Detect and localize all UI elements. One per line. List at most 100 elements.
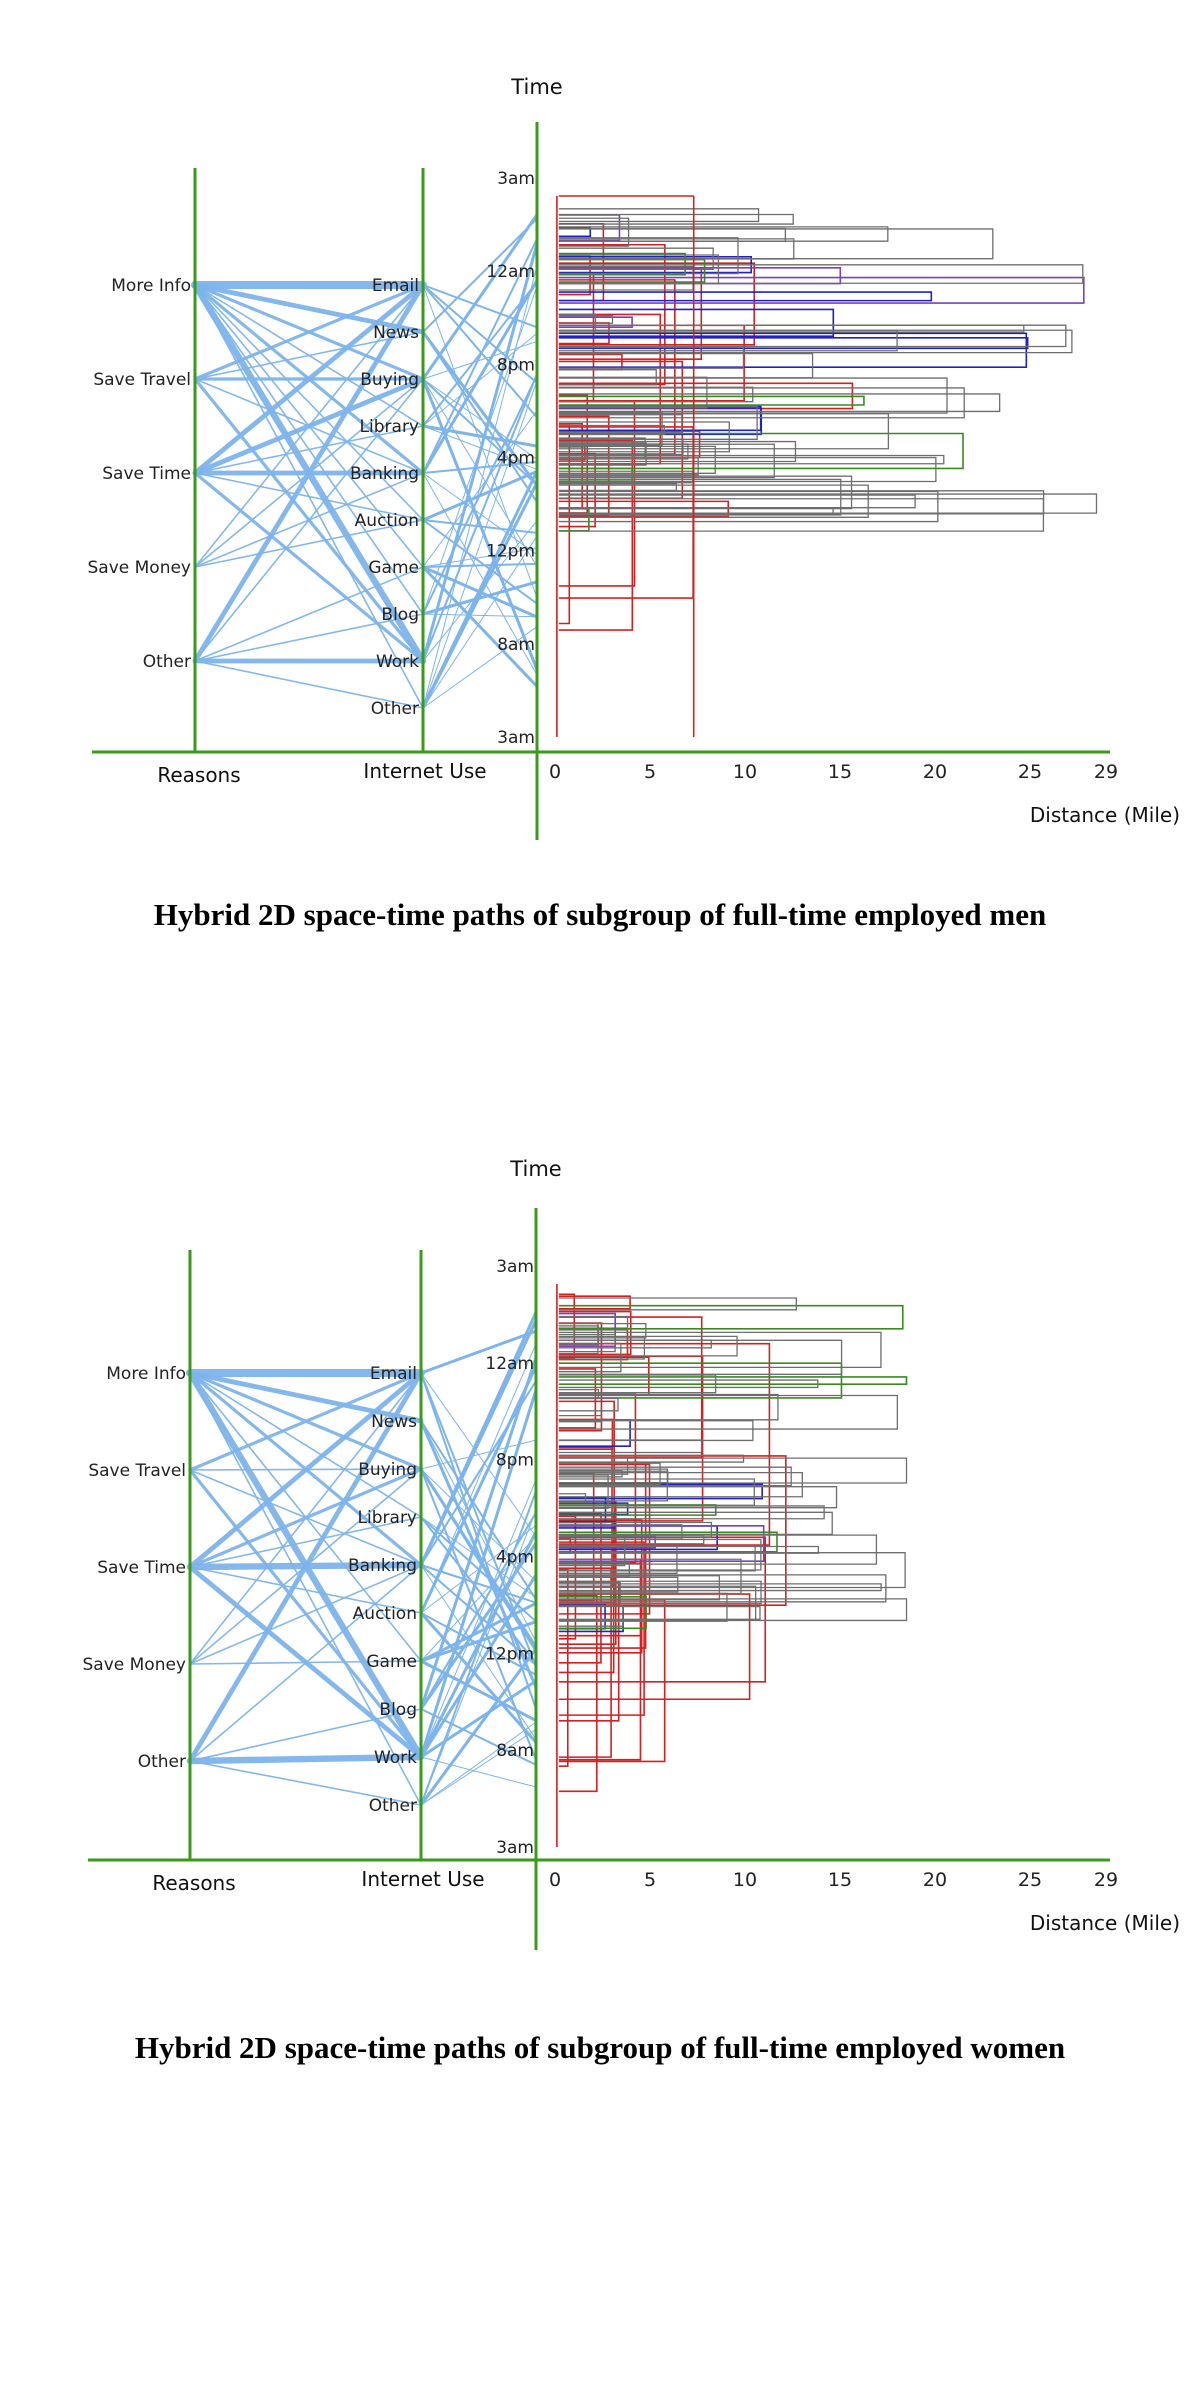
distance-tick-labels: 0 5 10 15 20 25 29 bbox=[549, 1869, 1118, 1891]
path-gray bbox=[558, 1592, 728, 1622]
internet-use-tick-labels: Email News Buying Library Banking Auction Game… bbox=[350, 276, 419, 719]
path-red bbox=[558, 262, 756, 346]
use-label-email: Email bbox=[372, 276, 419, 296]
link-other-blog bbox=[194, 613, 424, 662]
distance-tick-29: 29 bbox=[1094, 761, 1118, 783]
link-other-email bbox=[187, 1370, 424, 1764]
use-label-game: Game bbox=[368, 558, 419, 578]
reason-use-links bbox=[191, 281, 427, 709]
path-gray bbox=[558, 421, 730, 453]
link-save-travel-news bbox=[194, 331, 424, 380]
path-gray bbox=[558, 387, 965, 419]
link-save-travel-email bbox=[193, 283, 425, 381]
path-gray bbox=[558, 1605, 624, 1627]
fan-link-buying bbox=[421, 378, 539, 671]
fan-link-banking bbox=[420, 1564, 537, 1667]
path-gray bbox=[558, 1511, 833, 1536]
distance-tick-0: 0 bbox=[549, 1869, 561, 1891]
path-gray bbox=[558, 217, 630, 247]
path-gray bbox=[558, 228, 994, 260]
path-red bbox=[558, 439, 634, 631]
path-gray bbox=[558, 1393, 779, 1421]
path-blue bbox=[558, 332, 1028, 368]
use-label-other: Other bbox=[371, 699, 419, 719]
distance-tick-20: 20 bbox=[923, 761, 947, 783]
path-green bbox=[558, 1595, 647, 1630]
link-save-money-auction bbox=[194, 519, 424, 568]
fan-link-email bbox=[422, 284, 538, 329]
path-gray bbox=[558, 1322, 599, 1355]
axes bbox=[88, 1208, 1110, 1950]
path-gray bbox=[558, 376, 708, 409]
use-label-auction: Auction bbox=[355, 511, 419, 531]
distance-tick-15: 15 bbox=[828, 1869, 852, 1891]
path-gray bbox=[558, 1575, 721, 1601]
fan-link-banking bbox=[422, 472, 538, 676]
time-tick-5: 8am bbox=[496, 1741, 534, 1761]
fan-link-other bbox=[422, 535, 538, 709]
link-other-other bbox=[194, 660, 424, 709]
distance-tick-15: 15 bbox=[828, 761, 852, 783]
path-gray bbox=[558, 315, 614, 324]
time-axis-title: Time bbox=[509, 1157, 561, 1181]
path-gray bbox=[558, 1580, 762, 1605]
path-gray bbox=[558, 1414, 603, 1423]
path-blue bbox=[558, 1419, 631, 1448]
caption-men: Hybrid 2D space-time paths of subgroup o… bbox=[153, 897, 1047, 932]
path-green bbox=[558, 432, 964, 470]
path-gray bbox=[558, 1493, 587, 1504]
use-label-work: Work bbox=[376, 652, 419, 672]
path-red bbox=[558, 1568, 569, 1767]
path-gray bbox=[558, 414, 683, 433]
link-more-info-news bbox=[192, 282, 426, 335]
fan-link-email bbox=[422, 284, 538, 384]
internet-use-tick-labels: Email News Buying Library Banking Auction Game… bbox=[348, 1364, 417, 1816]
link-save-time-work bbox=[193, 471, 425, 663]
fan-link-work bbox=[421, 243, 539, 662]
space-time-paths bbox=[556, 195, 1098, 737]
fan-link-banking bbox=[419, 1319, 538, 1566]
reason-label-save-travel: Save Travel bbox=[88, 1461, 186, 1481]
axes bbox=[92, 122, 1110, 840]
path-green bbox=[558, 252, 686, 276]
time-tick-labels: 3am 12am 8pm 4pm 12pm 8am 3am bbox=[485, 1257, 534, 1858]
fan-link-library bbox=[422, 424, 538, 448]
time-tick-5: 8am bbox=[497, 635, 535, 655]
use-label-banking: Banking bbox=[348, 1556, 417, 1576]
link-other-email bbox=[192, 282, 426, 664]
path-gray bbox=[558, 1297, 797, 1311]
path-gray bbox=[558, 1535, 626, 1567]
distance-axis-title: Distance (Mile) bbox=[1030, 803, 1180, 827]
fan-link-auction bbox=[419, 1612, 538, 1744]
fan-link-buying bbox=[420, 1439, 537, 1470]
fan-link-work bbox=[419, 1389, 538, 1758]
chart-women: More Info Save Travel Save Time Save Money O… bbox=[83, 1157, 1180, 1950]
path-gray bbox=[558, 1339, 843, 1375]
distance-tick-0: 0 bbox=[549, 761, 561, 783]
path-gray bbox=[558, 254, 720, 285]
path-gray bbox=[558, 1558, 742, 1595]
fan-link-auction bbox=[422, 519, 538, 534]
fan-link-other bbox=[420, 1729, 537, 1806]
fan-link-library bbox=[422, 333, 538, 427]
fan-link-work bbox=[419, 1574, 538, 1758]
use-label-banking: Banking bbox=[350, 464, 419, 484]
path-gray bbox=[558, 1331, 882, 1369]
path-red bbox=[558, 415, 610, 517]
path-gray bbox=[558, 1457, 908, 1484]
reasons-tick-labels: More Info Save Travel Save Time Save Money O… bbox=[88, 276, 192, 672]
fan-link-buying bbox=[422, 340, 538, 380]
path-gray bbox=[558, 226, 889, 242]
fan-link-work bbox=[419, 1531, 538, 1758]
path-gray bbox=[558, 1322, 647, 1339]
link-more-info-other bbox=[189, 1372, 422, 1806]
reason-label-save-time: Save Time bbox=[102, 464, 191, 484]
reasons-axis-title: Reasons bbox=[152, 1871, 235, 1895]
caption-women: Hybrid 2D space-time paths of subgroup o… bbox=[134, 2030, 1066, 2065]
link-save-money-email bbox=[189, 1372, 422, 1665]
path-green bbox=[558, 1304, 904, 1330]
fan-link-work bbox=[420, 1679, 537, 1759]
path-gray bbox=[558, 456, 937, 483]
use-label-news: News bbox=[371, 1412, 417, 1432]
path-red bbox=[558, 222, 605, 302]
